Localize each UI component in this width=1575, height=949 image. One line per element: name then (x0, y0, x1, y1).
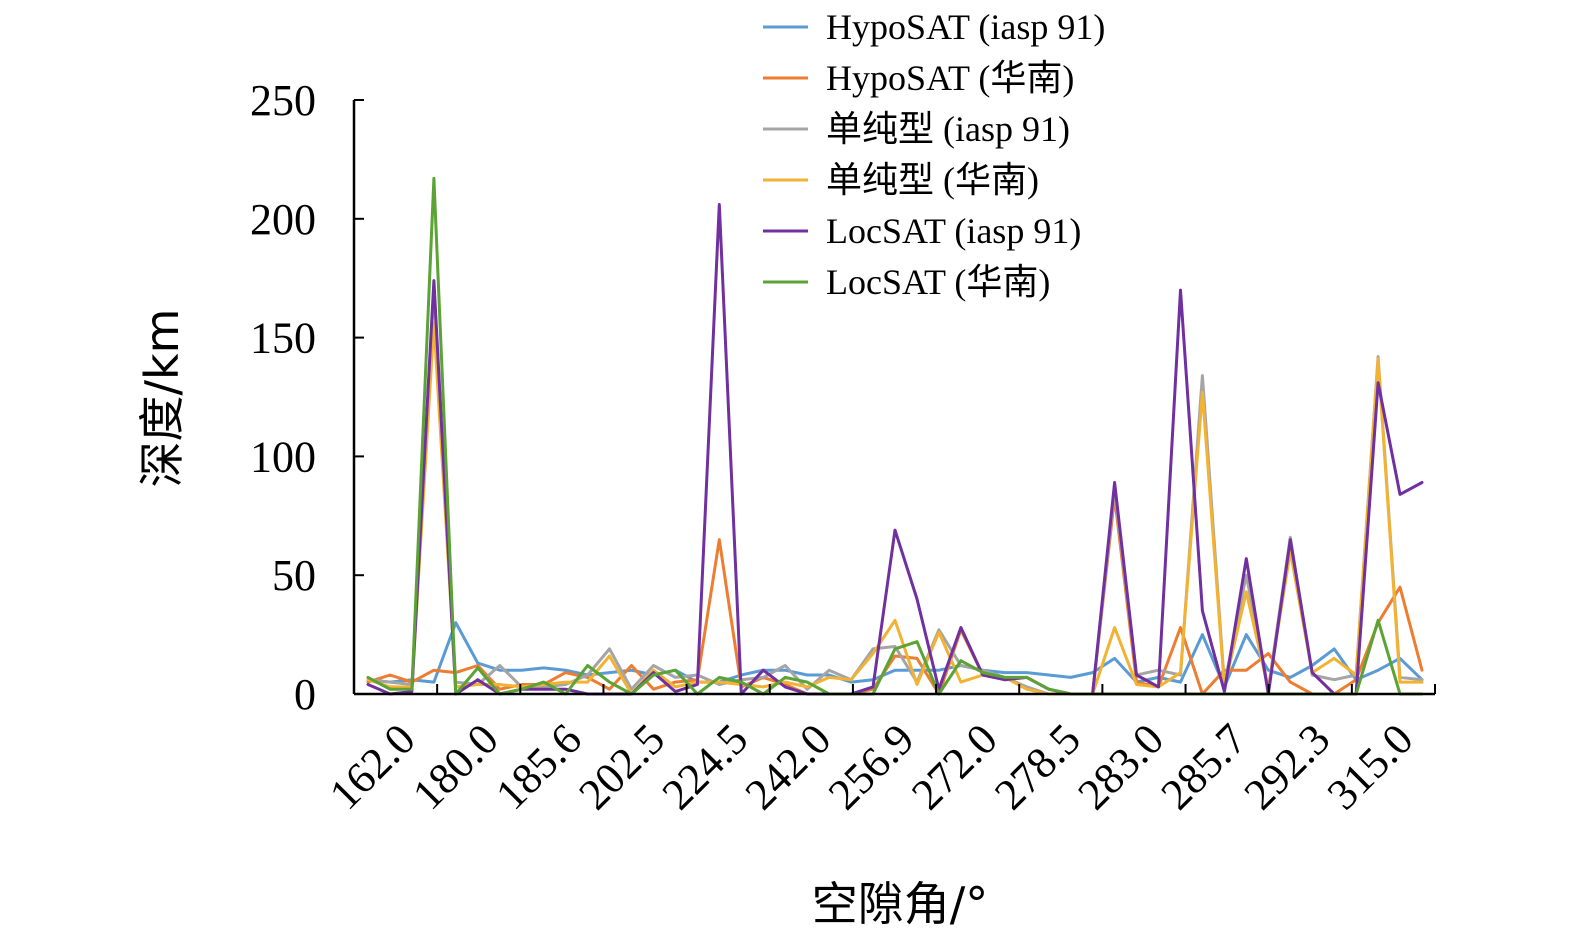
y-axis-title: 深度/km (135, 309, 189, 488)
x-tick-label: 315.0 (1318, 714, 1423, 819)
legend-label: HypoSAT (iasp 91) (826, 7, 1105, 47)
series-line-6 (366, 176, 1424, 696)
x-tick-label: 278.5 (985, 714, 1090, 819)
x-tick-label: 185.6 (486, 714, 591, 819)
plot-lines (366, 176, 1424, 696)
x-tick-label: 242.0 (736, 714, 841, 819)
legend-label: 单纯型 (华南) (826, 160, 1039, 200)
y-tick-label: 200 (250, 195, 316, 244)
x-tick-label: 180.0 (403, 714, 508, 819)
legend: HypoSAT (iasp 91) HypoSAT (华南) 单纯型 (iasp 9… (763, 7, 1105, 302)
series-line-4 (366, 321, 1424, 696)
x-tick-label: 285.7 (1152, 714, 1257, 819)
y-tick-label: 150 (250, 314, 316, 363)
legend-label: LocSAT (iasp 91) (826, 211, 1081, 251)
legend-label: HypoSAT (华南) (826, 58, 1074, 98)
axes (352, 100, 1435, 696)
y-tick-label: 0 (294, 670, 316, 719)
x-tick-label: 256.9 (819, 714, 924, 819)
legend-label: 单纯型 (iasp 91) (826, 109, 1070, 149)
y-tick-label: 250 (250, 76, 316, 125)
x-tick-label: 272.0 (902, 714, 1007, 819)
x-tick-label: 224.5 (653, 714, 758, 819)
x-axis-title: 空隙角/° (812, 877, 989, 931)
y-ticks: 0 50 100 150 200 250 (250, 76, 364, 719)
y-tick-label: 50 (272, 551, 316, 600)
x-tick-label: 162.0 (320, 714, 425, 819)
x-tick-label: 202.5 (569, 714, 674, 819)
y-tick-label: 100 (250, 432, 316, 481)
x-tick-label: 292.3 (1235, 714, 1340, 819)
series-line-3 (366, 288, 1424, 696)
x-tick-label: 283.0 (1068, 714, 1173, 819)
x-ticks: 162.0180.0185.6202.5224.5242.0256.9272.0… (320, 684, 1436, 819)
legend-label: LocSAT (华南) (826, 262, 1050, 302)
series-line-5 (366, 203, 1424, 696)
series-line-1 (366, 621, 1424, 689)
